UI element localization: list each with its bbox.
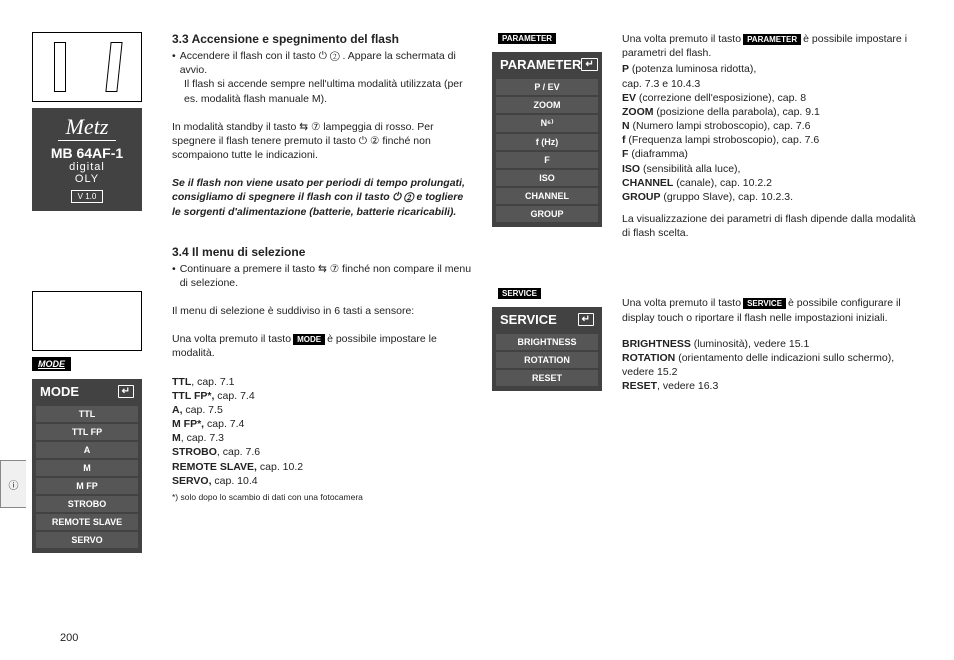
brand-block: Metz MB 64AF-1 digital OLY V 1.0 <box>32 108 142 211</box>
page-number: 200 <box>60 632 78 644</box>
panel-item[interactable]: ROTATION <box>496 352 598 368</box>
return-icon: ↵ <box>118 385 134 398</box>
return-icon: ↵ <box>581 58 597 71</box>
parameter-badge-inline: PARAMETER <box>743 34 801 45</box>
panel-item[interactable]: REMOTE SLAVE <box>36 514 138 530</box>
text: Il menu di selezione è suddiviso in 6 ta… <box>172 304 472 318</box>
panel-item[interactable]: BRIGHTNESS <box>496 334 598 350</box>
list-line: TTL, cap. 7.1 <box>172 375 472 389</box>
flash-illustration <box>32 32 142 102</box>
text: Una volta premuto il tastoMODEè possibil… <box>172 332 472 360</box>
text: Accendere il flash con il tasto ⏻ ② . Ap… <box>172 49 472 77</box>
return-icon: ↵ <box>578 313 594 326</box>
list-line: cap. 7.3 e 10.4.3 <box>622 77 922 91</box>
text: La visualizzazione dei parametri di flas… <box>622 212 922 240</box>
panel-item[interactable]: A <box>36 442 138 458</box>
version-box: V 1.0 <box>71 190 104 203</box>
panel-item[interactable]: M <box>36 460 138 476</box>
list-line: ZOOM (posizione della parabola), cap. 9.… <box>622 105 922 119</box>
list-line: EV (correzione dell'esposizione), cap. 8 <box>622 91 922 105</box>
model-sub1: digital <box>32 161 142 173</box>
heading-3-4: 3.4 Il menu di selezione <box>172 245 472 259</box>
heading-3-3: 3.3 Accensione e spegnimento del flash <box>172 32 472 46</box>
side-tab: ⓘ <box>0 460 26 508</box>
panel-item[interactable]: CHANNEL <box>496 188 598 204</box>
list-line: STROBO, cap. 7.6 <box>172 445 472 459</box>
list-line: RESET, vedere 16.3 <box>622 379 922 393</box>
text: Una volta premuto il tastoSERVICEè possi… <box>622 296 922 324</box>
panel-item[interactable]: M FP <box>36 478 138 494</box>
footnote: *) solo dopo lo scambio di dati con una … <box>172 492 472 503</box>
list-line: P (potenza luminosa ridotta), <box>622 62 922 76</box>
column-mid: 3.3 Accensione e spegnimento del flash A… <box>172 32 472 553</box>
mode-illustration <box>32 291 142 351</box>
mode-label-badge: MODE <box>32 357 71 371</box>
panel-item[interactable]: ZOOM <box>496 97 598 113</box>
panel-item[interactable]: F <box>496 152 598 168</box>
parameter-badge: PARAMETER <box>498 33 556 44</box>
column-panels: PARAMETER PARAMETER ↵ P / EV ZOOM N⁶⁾ f (Hz… <box>492 32 602 553</box>
list-line: SERVO, cap. 10.4 <box>172 474 472 488</box>
panel-item[interactable]: GROUP <box>496 206 598 222</box>
panel-item[interactable]: RESET <box>496 370 598 386</box>
text: Una volta premuto il tastoPARAMETERè pos… <box>622 32 922 60</box>
text: In modalità standby il tasto ⇆ ⑦ lampegg… <box>172 120 472 163</box>
list-line: ROTATION (orientamento delle indicazioni… <box>622 351 922 379</box>
list-line: CHANNEL (canale), cap. 10.2.2 <box>622 176 922 190</box>
panel-item[interactable]: TTL FP <box>36 424 138 440</box>
mode-panel: MODE ↵ TTL TTL FP AM M FP STROBO REMOTE SLAVE… <box>32 379 142 553</box>
model-sub2: OLY <box>32 173 142 185</box>
list-line: f (Frequenza lampi stroboscopio), cap. 7… <box>622 133 922 147</box>
service-panel: SERVICE ↵ BRIGHTNESS ROTATION RESET <box>492 307 602 391</box>
sidebar: Metz MB 64AF-1 digital OLY V 1.0 MODE MO… <box>32 32 152 553</box>
list-line: ISO (sensibilità alla luce), <box>622 162 922 176</box>
brand-logo: Metz <box>58 114 117 141</box>
column-right: Una volta premuto il tastoPARAMETERè pos… <box>622 32 922 553</box>
text: Il flash si accende sempre nell'ultima m… <box>184 77 472 105</box>
service-panel-title: SERVICE <box>500 312 557 327</box>
panel-item[interactable]: ISO <box>496 170 598 186</box>
panel-item[interactable]: P / EV <box>496 79 598 95</box>
panel-item[interactable]: TTL <box>36 406 138 422</box>
model-name: MB 64AF-1 <box>32 145 142 161</box>
parameter-panel-title: PARAMETER <box>500 57 581 72</box>
parameter-panel: PARAMETER ↵ P / EV ZOOM N⁶⁾ f (Hz) F ISO CHANN… <box>492 52 602 227</box>
mode-panel-title: MODE <box>40 384 79 399</box>
list-line: REMOTE SLAVE, cap. 10.2 <box>172 460 472 474</box>
panel-item[interactable]: STROBO <box>36 496 138 512</box>
text: Continuare a premere il tasto ⇆ ⑦ finché… <box>172 262 472 290</box>
panel-item[interactable]: N⁶⁾ <box>496 115 598 132</box>
mode-badge-inline: MODE <box>293 334 325 345</box>
list-line: A, cap. 7.5 <box>172 403 472 417</box>
list-line: N (Numero lampi stroboscopio), cap. 7.6 <box>622 119 922 133</box>
list-line: M, cap. 7.3 <box>172 431 472 445</box>
list-line: M FP*, cap. 7.4 <box>172 417 472 431</box>
text-emphasis: Se il flash non viene usato per periodi … <box>172 176 472 219</box>
service-badge: SERVICE <box>498 288 541 299</box>
list-line: F (diaframma) <box>622 147 922 161</box>
list-line: TTL FP*, cap. 7.4 <box>172 389 472 403</box>
panel-item[interactable]: SERVO <box>36 532 138 548</box>
list-line: GROUP (gruppo Slave), cap. 10.2.3. <box>622 190 922 204</box>
panel-item[interactable]: f (Hz) <box>496 134 598 150</box>
list-line: BRIGHTNESS (luminosità), vedere 15.1 <box>622 337 922 351</box>
service-badge-inline: SERVICE <box>743 298 786 309</box>
